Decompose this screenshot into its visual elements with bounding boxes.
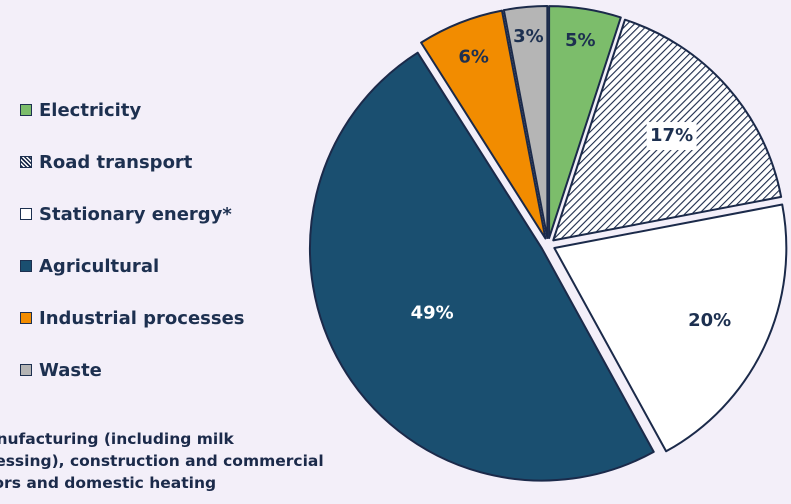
legend-swatch [20,312,32,324]
pie-slice-waste [502,5,549,240]
slice-value-label: 17% [650,125,693,146]
legend-item: Waste [20,344,245,396]
legend-swatch [20,104,32,116]
pie-slice-agricultural [309,51,655,482]
legend-item: Stationary energy* [20,188,245,240]
pie-slice-stationary-energy [553,203,788,453]
chart-footnote: anufacturing (including milk cessing), co… [0,430,324,492]
legend-swatch [20,208,32,220]
slice-value-label: 3% [513,26,544,47]
legend-label: Road transport [39,151,193,173]
legend-label: Electricity [39,99,142,121]
legend-label: Waste [39,359,102,381]
slice-label-background [646,122,697,151]
pie-slice-industrial-processes [420,9,547,240]
legend-item: Electricity [20,84,245,136]
chart-legend: Electricity Road transport Stationary ener… [20,84,245,396]
legend-swatch [20,156,32,168]
slice-value-label: 5% [565,30,596,51]
legend-item: Agricultural [20,240,245,292]
legend-label: Industrial processes [39,307,245,329]
legend-label: Agricultural [39,255,160,277]
pie-slice-electricity [548,5,622,240]
legend-swatch [20,364,32,376]
legend-item: Road transport [20,136,245,188]
slice-value-label: 6% [458,46,489,67]
slice-value-label: 20% [688,310,731,331]
legend-swatch [20,260,32,272]
slice-value-label: 49% [411,303,454,324]
legend-label: Stationary energy* [39,203,232,225]
legend-item: Industrial processes [20,292,245,344]
